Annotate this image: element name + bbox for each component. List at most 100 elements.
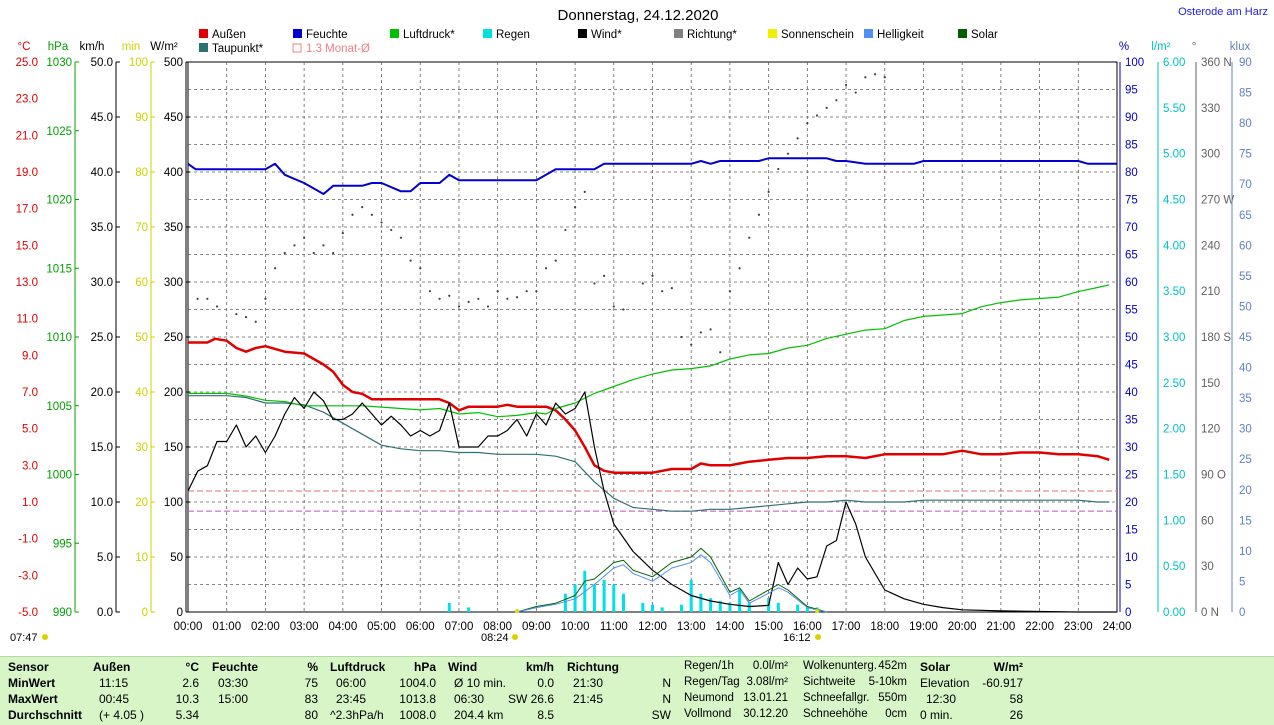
axis-tick-label: 11.0 [16,314,38,326]
direction-dot [690,343,693,346]
direction-dot [312,251,315,255]
legend-label: Sonnenschein [781,29,854,41]
stats-value: 58 [1009,692,1023,706]
sunrise-label: 07:47 [10,632,38,644]
statistics-panel: Sensor MinWert MaxWert Durchschnitt Auße… [0,656,1274,725]
x-tick-label: 07:00 [445,621,474,633]
axis-tick-label: 90 [135,112,148,124]
direction-dot [825,106,828,109]
stats-head: Solar [920,660,951,674]
stats-value: -60.917 [982,676,1023,690]
direction-dot [564,228,567,232]
axis-tick-label: 120 [1201,424,1220,436]
x-tick-label: 06:00 [406,621,435,633]
axis-tick-label: 40.0 [91,167,113,179]
axis-tick-label: 95 [1125,85,1138,97]
sunset-label: 16:12 [783,632,811,644]
stats-time: Ø 10 min. [454,676,507,690]
axis-tick-label: 990 [53,607,72,619]
legend-label: 1.3 Monat-Ø [306,43,370,55]
direction-dot [399,236,402,239]
stats-time: ^2.3hPa/h [330,708,384,722]
stats-time: 21:45 [573,692,604,706]
direction-dot [738,267,741,270]
rain-bar [796,604,800,612]
stats-value: 3.08l/m² [746,676,788,688]
direction-dot [651,274,654,277]
rain-bar [718,601,722,612]
axis-tick-label: 50 [170,552,183,564]
axis-tick-label: 240 [1201,240,1220,252]
direction-dot [835,99,838,102]
direction-dot [854,91,857,94]
direction-dot [525,290,528,293]
direction-dot [873,73,877,76]
axis-tick-label: 15.0 [91,442,113,454]
x-tick-label: 16:00 [793,621,822,633]
axis-tick-label: 0.00 [1163,607,1185,619]
stats-label: Sichtweite [803,676,856,688]
location-label: Osterode am Harz [1178,6,1268,18]
direction-dot [728,290,732,293]
axis-tick-label: 1005 [46,401,72,413]
stats-unit: hPa [413,660,436,674]
axis-tick-label: 50 [1239,301,1252,313]
x-tick-label: 20:00 [948,621,977,633]
series-line-helligkeit [516,554,827,613]
axis-unit: km/h [80,41,105,53]
axis-tick-label: 30 [1239,424,1252,436]
axis-tick-label: 360 N [1201,57,1232,69]
axis-tick-label: 25 [1239,454,1252,466]
sun-icon [42,634,48,640]
direction-dot [864,76,867,79]
axis-tick-label: 10 [1125,552,1138,564]
direction-dot [264,297,267,300]
axis-tick-label: 45 [1239,332,1252,344]
direction-dot [680,335,683,339]
direction-dot [883,76,886,79]
axis-tick-label: 3.50 [1163,286,1185,298]
direction-dot [419,267,422,270]
rain-bar [467,607,471,612]
x-tick-label: 11:00 [600,621,628,633]
axis-tick-label: 3.0 [22,460,38,472]
axis-tick-label: 1020 [46,195,72,207]
axis-tick-label: 5 [1125,580,1131,592]
x-tick-label: 24:00 [1103,621,1132,633]
axis-tick-label: 350 [164,222,183,234]
axis-tick-label: 200 [164,387,183,399]
axis-tick-label: 65 [1125,250,1138,262]
x-tick-label: 21:00 [986,621,1015,633]
noon-label: 08:24 [481,632,509,644]
rain-bar [680,604,684,612]
stats-head: Feuchte [212,660,259,674]
stats-unit: °C [185,660,199,674]
x-tick-label: 14:00 [716,621,745,633]
axis-tick-label: 2.00 [1163,424,1185,436]
axis-tick-label: 50.0 [91,57,113,69]
axis-tick-label: 300 [1201,149,1220,161]
direction-dot [777,167,780,171]
direction-dot [380,221,383,224]
x-tick-label: 09:00 [522,621,551,633]
axis-tick-label: 1000 [46,470,72,482]
stats-label: Durchschnitt [8,708,83,722]
stats-value: 10.3 [175,692,199,706]
stats-time: 03:30 [218,676,249,690]
axis-tick-label: 15.0 [16,240,38,252]
stats-unit: W/m² [993,660,1023,674]
stats-head: Luftdruck [330,660,386,674]
axis-tick-label: 45 [1125,360,1138,372]
x-tick-label: 01:00 [212,621,241,633]
direction-dot [844,83,848,87]
axis-unit: ° [1192,41,1197,53]
axis-tick-label: 400 [164,167,183,179]
stats-value: 0.0 [537,676,554,690]
direction-dot [796,137,799,140]
x-tick-label: 03:00 [290,621,319,633]
legend-label: Wind* [591,29,622,41]
axis-tick-label: 100 [1125,57,1144,69]
stats-time: 15:00 [218,692,249,706]
direction-dot [467,300,470,303]
chart-title: Donnerstag, 24.12.2020 [558,7,719,24]
